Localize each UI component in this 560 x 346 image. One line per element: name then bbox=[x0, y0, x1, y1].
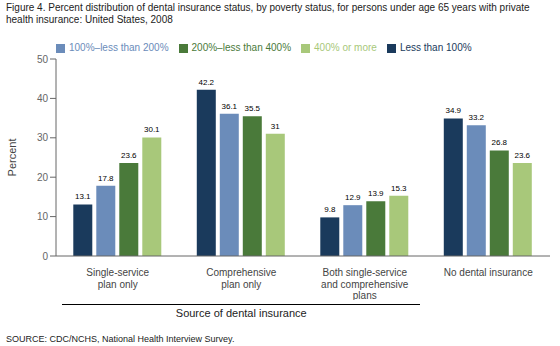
html-text:400% or more: 400% or more bbox=[314, 42, 377, 53]
svg-text:Single-serviceplan only: Single-serviceplan only bbox=[86, 267, 149, 290]
svg-text:35.5: 35.5 bbox=[245, 104, 261, 113]
svg-text:40: 40 bbox=[37, 93, 49, 104]
svg-text:34.9: 34.9 bbox=[446, 106, 462, 115]
svg-text:Both single-serviceand compreh: Both single-serviceand comprehensiveplan… bbox=[321, 267, 409, 300]
svg-text:30.1: 30.1 bbox=[144, 125, 160, 134]
svg-text:50: 50 bbox=[37, 54, 49, 65]
html-text:Figure 4. Percent distribution: Figure 4. Percent distribution of dental… bbox=[6, 2, 530, 25]
svg-text:Percent: Percent bbox=[8, 139, 18, 177]
svg-text:23.6: 23.6 bbox=[121, 151, 137, 160]
svg-text:31: 31 bbox=[271, 122, 280, 131]
svg-text:26.8: 26.8 bbox=[492, 138, 508, 147]
svg-text:30: 30 bbox=[37, 132, 49, 143]
svg-text:23.6: 23.6 bbox=[515, 151, 531, 160]
svg-text:9.8: 9.8 bbox=[324, 205, 336, 214]
html-text:200%–less than 400%: 200%–less than 400% bbox=[191, 42, 292, 53]
svg-text:No dental insurance: No dental insurance bbox=[444, 267, 533, 278]
svg-text:33.2: 33.2 bbox=[469, 113, 485, 122]
svg-text:13.1: 13.1 bbox=[75, 192, 91, 201]
svg-text:36.1: 36.1 bbox=[222, 102, 238, 111]
html-text:100%–less than 200%: 100%–less than 200% bbox=[69, 42, 169, 53]
svg-text:Comprehensiveplan only: Comprehensiveplan only bbox=[206, 267, 276, 290]
svg-text:13.9: 13.9 bbox=[368, 189, 384, 198]
svg-text:10: 10 bbox=[37, 211, 49, 222]
html-text:Source of dental insurance: Source of dental insurance bbox=[175, 307, 307, 319]
html-text:Less than 100%: Less than 100% bbox=[399, 42, 472, 53]
svg-text:12.9: 12.9 bbox=[345, 193, 361, 202]
svg-text:20: 20 bbox=[37, 172, 49, 183]
svg-text:42.2: 42.2 bbox=[199, 78, 215, 87]
svg-text:0: 0 bbox=[42, 251, 48, 262]
html-text:SOURCE: CDC/NCHS, National Hea: SOURCE: CDC/NCHS, National Health Interv… bbox=[6, 334, 235, 344]
svg-text:15.3: 15.3 bbox=[391, 184, 407, 193]
svg-text:17.8: 17.8 bbox=[98, 174, 114, 183]
